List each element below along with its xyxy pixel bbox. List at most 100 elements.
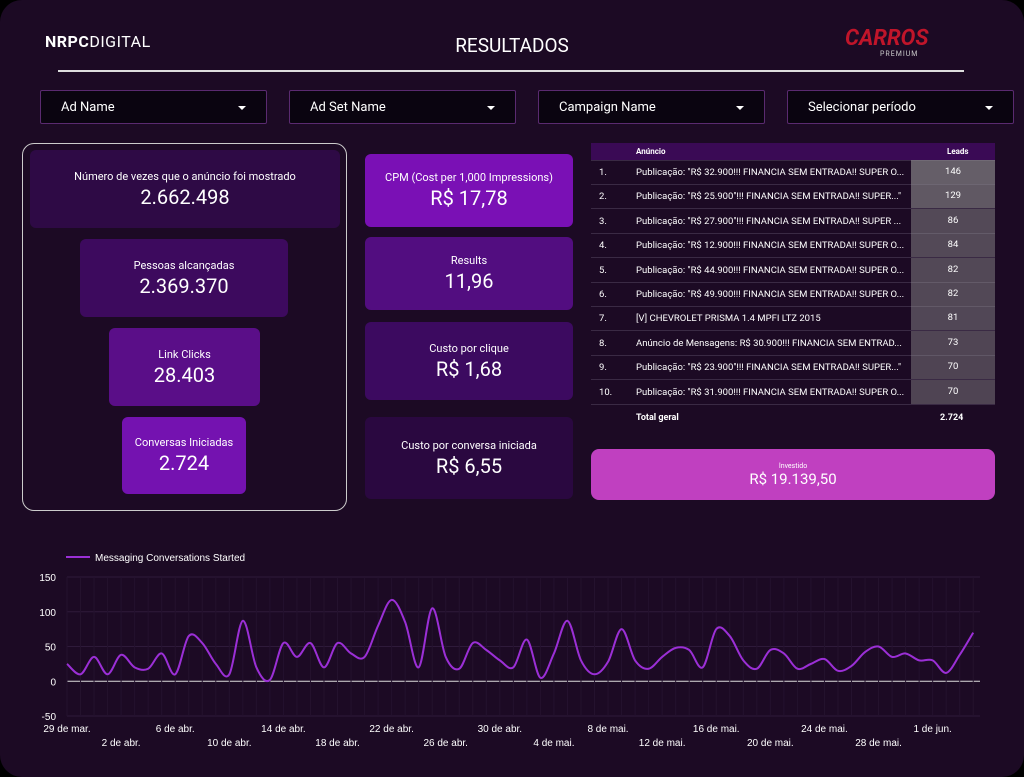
funnel-label: Conversas Iniciadas: [134, 436, 234, 449]
table-rank: 9.: [599, 362, 607, 374]
y-tick-label: 50: [45, 643, 57, 654]
table-leads: 81: [911, 306, 995, 331]
x-tick-label: 26 de abr.: [423, 738, 467, 749]
invest-value: R$ 19.139,50: [749, 469, 837, 488]
funnel-step: Pessoas alcançadas 2.369.370: [80, 239, 288, 317]
y-tick-label: 150: [39, 573, 56, 584]
funnel-value: 2.662.498: [140, 184, 230, 209]
table-header: Anúncio Leads: [591, 143, 995, 161]
x-tick-label: 16 de mai.: [693, 724, 740, 735]
filter-dropdown[interactable]: Ad Name: [40, 90, 267, 124]
table-rank: 10.: [599, 386, 613, 398]
table-row: 3. Publicação: "R$ 27.900"!!! FINANCIA SE…: [591, 208, 995, 234]
table-ad: Publicação: "R$ 23.900"!!! FINANCIA SEM …: [636, 362, 902, 374]
kpi-label: CPM (Cost per 1,000 Impressions): [385, 171, 553, 184]
kpi-value: 11,96: [444, 269, 494, 293]
kpi-value: R$ 1,68: [435, 356, 503, 381]
table-rank: 5.: [599, 264, 607, 276]
x-tick-label: 1 de jun.: [913, 724, 951, 735]
table-ad: Publicação: "R$ 27.900"!!! FINANCIA SEM …: [636, 215, 902, 227]
logo-right: CARROS: [845, 26, 929, 51]
x-tick-label: 12 de mai.: [639, 738, 686, 749]
funnel-value: 2.369.370: [139, 273, 229, 298]
table-leads: 86: [911, 208, 995, 233]
table-ad: Publicação: "R$ 44.900!!! FINANCIA SEM E…: [636, 264, 905, 276]
y-tick-label: 0: [50, 677, 56, 688]
kpi-label: Results: [450, 254, 488, 267]
kpi-card: Custo por conversa iniciada R$ 6,55: [365, 417, 573, 499]
kpi-card: Results 11,96: [365, 237, 573, 310]
table-rank: 4.: [599, 240, 607, 252]
table-row: 10. Publicação: "R$ 31.900!!! FINANCIA SE…: [591, 379, 995, 405]
x-tick-label: 6 de abr.: [156, 724, 195, 735]
logo-bold: NRPC: [45, 32, 90, 51]
table-ad: Publicação: "R$ 31.900!!! FINANCIA SEM E…: [636, 386, 905, 398]
x-tick-label: 4 de mai.: [533, 738, 574, 749]
col-header: Leads: [947, 147, 969, 156]
table-rank: 3.: [599, 215, 607, 227]
table-row: 4. Publicação: "R$ 12.900!!! FINANCIA SEM…: [591, 233, 995, 259]
table-ad: [V] CHEVROLET PRISMA 1.4 MPFI LTZ 2015: [636, 313, 821, 325]
kpi-card: Custo por clique R$ 1,68: [365, 322, 573, 400]
table-rank: 6.: [599, 289, 607, 300]
table-row: 2. Publicação: "R$ 25.900"!!! FINANCIA SE…: [591, 184, 995, 210]
table-row: 1. Publicação: "R$ 32.900!!! FINANCIA SEM…: [591, 160, 995, 185]
table-row: 9. Publicação: "R$ 23.900"!!! FINANCIA SE…: [591, 355, 995, 381]
invest-label: Investido: [778, 461, 808, 470]
y-tick-label: 100: [39, 608, 56, 619]
filter-dropdown[interactable]: Selecionar período: [787, 90, 1014, 124]
table-leads: 82: [911, 282, 995, 306]
table-ad: Publicação: "R$ 49.900!!! FINANCIA SEM E…: [636, 289, 905, 300]
funnel-frame: [22, 143, 347, 511]
kpi-card: CPM (Cost per 1,000 Impressions) R$ 17,78: [365, 154, 573, 227]
table-row: 5. Publicação: "R$ 44.900!!! FINANCIA SEM…: [591, 257, 995, 283]
total-label: Total geral: [636, 413, 679, 423]
funnel-step: Conversas Iniciadas 2.724: [122, 417, 246, 494]
legend-label: Messaging Conversations Started: [95, 553, 245, 564]
table-leads: 129: [911, 184, 995, 209]
funnel-step: Link Clicks 28.403: [109, 328, 260, 406]
line-series: [66, 598, 975, 682]
table-rank: 2.: [599, 191, 607, 203]
funnel-label: Pessoas alcançadas: [133, 258, 235, 272]
x-tick-label: 18 de abr.: [315, 738, 359, 749]
x-tick-label: 28 de mai.: [855, 738, 902, 749]
y-tick-label: -50: [42, 712, 57, 723]
funnel-label: Link Clicks: [158, 347, 211, 361]
total-value: 2.724: [940, 413, 964, 423]
col-header: Anúncio: [636, 147, 666, 156]
table-rank: 1.: [599, 167, 607, 178]
funnel-label: Número de vezes que o anúncio foi mostra…: [74, 169, 296, 183]
table-ad: Anúncio de Mensagens: R$ 30.900!!! FINAN…: [636, 337, 902, 349]
kpi-label: Custo por clique: [429, 341, 509, 355]
table-row: 6. Publicação: "R$ 49.900!!! FINANCIA SEM…: [591, 282, 995, 307]
filter-dropdown[interactable]: Ad Set Name: [289, 90, 516, 124]
x-tick-label: 29 de mar.: [43, 724, 90, 735]
table-row: 8. Anúncio de Mensagens: R$ 30.900!!! FIN…: [591, 330, 995, 356]
table-leads: 82: [911, 257, 995, 282]
table-rank: 7.: [599, 313, 607, 325]
x-tick-label: 14 de abr.: [261, 724, 305, 735]
x-tick-label: 2 de abr.: [102, 738, 141, 749]
funnel-step: Número de vezes que o anúncio foi mostra…: [30, 150, 340, 228]
kpi-label: Custo por conversa iniciada: [401, 438, 537, 452]
x-tick-label: 22 de abr.: [369, 724, 413, 735]
x-tick-label: 30 de abr.: [478, 724, 522, 735]
x-tick-label: 24 de mai.: [801, 724, 848, 735]
x-tick-label: 8 de mai.: [587, 724, 628, 735]
x-tick-label: 10 de abr.: [207, 738, 251, 749]
invest-card: Investido R$ 19.139,50: [591, 449, 995, 500]
kpi-value: R$ 17,78: [430, 186, 508, 210]
table-leads: 146: [911, 160, 995, 184]
table-rank: 8.: [599, 337, 607, 349]
table-leads: 70: [911, 379, 995, 404]
table-ad: Publicação: "R$ 25.900"!!! FINANCIA SEM …: [636, 191, 902, 203]
table-ad: Publicação: "R$ 12.900!!! FINANCIA SEM E…: [636, 240, 905, 252]
title-rule: [58, 70, 964, 72]
filter-dropdown[interactable]: Campaign Name: [538, 90, 765, 124]
kpi-value: R$ 6,55: [435, 453, 503, 478]
x-tick-label: 20 de mai.: [747, 738, 794, 749]
logo-left: NRPCDIGITAL: [45, 32, 151, 51]
table-leads: 84: [911, 233, 995, 258]
